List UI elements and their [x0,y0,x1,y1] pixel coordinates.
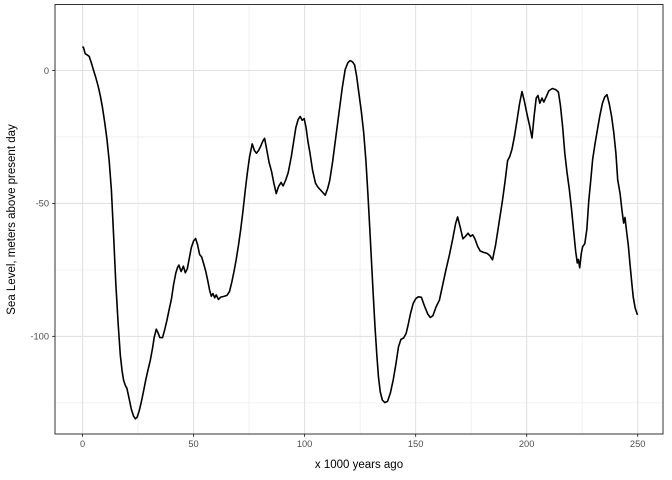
svg-text:-50: -50 [36,199,49,209]
x-axis-ticks [82,434,639,437]
x-axis-title: x 1000 years ago [315,459,403,471]
svg-text:250: 250 [630,439,646,449]
svg-text:0: 0 [44,66,49,76]
y-axis-title: Sea Level, meters above present day [6,124,18,315]
panel-border [54,4,664,435]
grid-minor [55,4,663,434]
y-axis-ticks [52,69,55,337]
svg-text:-100: -100 [30,332,49,342]
sea-level-line [81,45,639,420]
grid-major [55,4,663,434]
svg-text:100: 100 [297,439,313,449]
svg-text:200: 200 [519,439,535,449]
x-axis-tick-labels: 0 50 100 150 200 250 [80,439,645,449]
svg-text:150: 150 [408,439,424,449]
svg-text:50: 50 [188,439,198,449]
panel-background [55,4,663,434]
y-axis-tick-labels: 0 -50 -100 [30,66,49,342]
svg-text:0: 0 [80,439,85,449]
